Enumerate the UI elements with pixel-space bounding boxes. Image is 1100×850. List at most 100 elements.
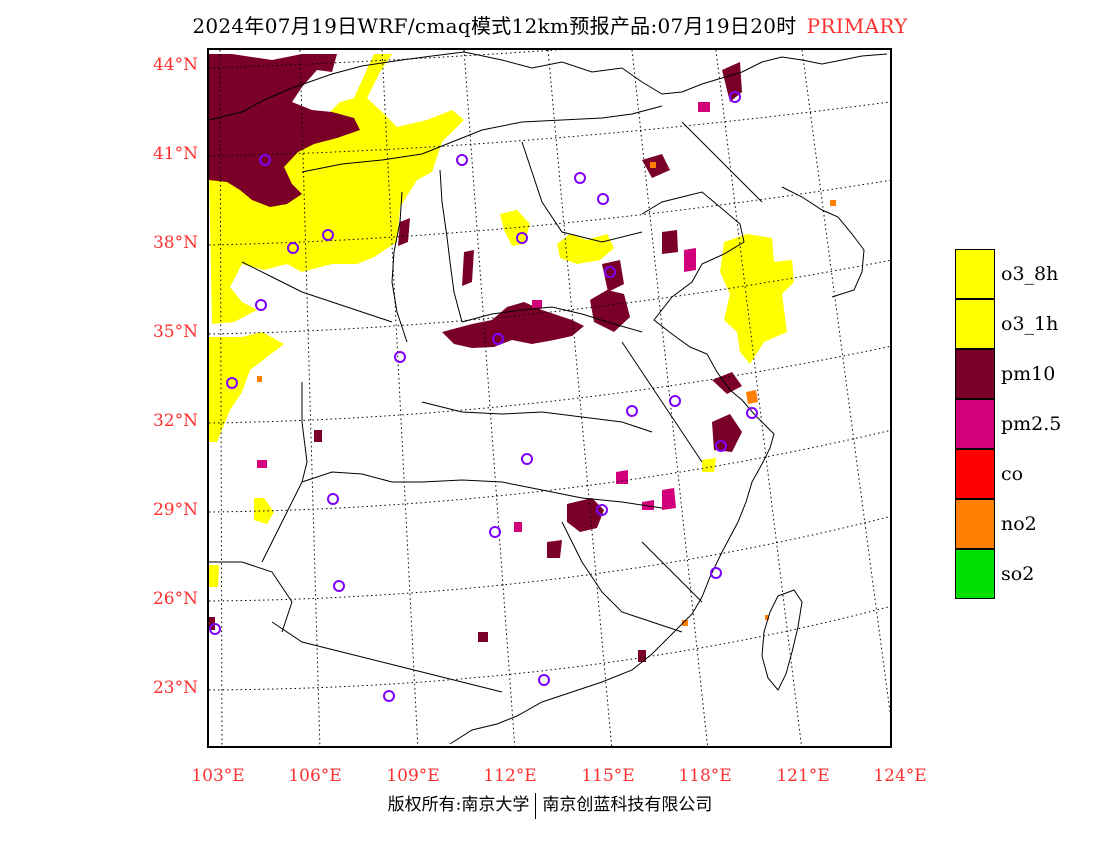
legend-swatch-pm10 — [955, 349, 995, 399]
legend-swatch-no2 — [955, 499, 995, 549]
pm10-area-shanxi — [398, 218, 410, 246]
pm25-area-jiangxi — [642, 500, 654, 510]
o3-area-shandong-east — [720, 234, 794, 364]
no2-area-shanghai — [746, 390, 758, 404]
legend-item-o3-8h: o3_8h — [955, 249, 1095, 299]
northern-border — [209, 51, 888, 121]
station-marker — [715, 440, 727, 452]
parallel-29 — [209, 429, 890, 513]
border-fujian — [641, 541, 703, 603]
legend-item-co: co — [955, 449, 1095, 499]
o3-area-west-south — [209, 565, 219, 587]
parallel-35 — [209, 259, 890, 335]
pm10-area-anhui — [712, 414, 742, 452]
station-marker — [729, 91, 741, 103]
legend-swatch-pm25 — [955, 399, 995, 449]
border-liaoning — [681, 121, 763, 203]
border-hunan — [421, 479, 663, 509]
pm25-areas — [257, 102, 710, 532]
lat-label-29: 29°N — [152, 500, 198, 520]
forecast-map — [209, 50, 890, 746]
legend-item-pm25: pm2.5 — [955, 399, 1095, 449]
station-marker — [492, 333, 504, 345]
legend-label-so2: so2 — [1001, 563, 1035, 585]
parallel-32 — [209, 345, 890, 424]
station-marker — [394, 351, 406, 363]
pm10-area-shanxi-mid — [462, 250, 474, 286]
border-anhui — [621, 341, 703, 463]
border-guangxi — [271, 621, 503, 693]
parallel-44 — [209, 50, 563, 69]
border-yunnan — [209, 561, 293, 633]
station-marker — [574, 172, 586, 184]
station-marker — [259, 154, 271, 166]
pm25-area-hubei — [662, 488, 676, 510]
pm10-area-chongqing — [547, 540, 562, 558]
pm25-area-henan-north — [532, 300, 542, 308]
lat-label-44: 44°N — [152, 55, 198, 75]
station-marker — [669, 395, 681, 407]
no2-areas — [257, 162, 836, 626]
boundaries — [209, 51, 888, 745]
pm25-area-dongbei — [698, 102, 710, 112]
lon-label-121: 121°E — [776, 766, 830, 786]
station-marker — [746, 407, 758, 419]
station-marker — [383, 690, 395, 702]
pm25-area-hebei — [684, 248, 696, 272]
lat-label-38: 38°N — [152, 233, 198, 253]
legend-item-no2: no2 — [955, 499, 1095, 549]
pm25-area-hubei-west — [514, 522, 522, 532]
lat-label-41: 41°N — [152, 144, 198, 164]
station-marker — [456, 154, 468, 166]
lat-label-26: 26°N — [152, 589, 198, 609]
legend-label-pm10: pm10 — [1001, 363, 1056, 385]
o3-area-jiangsu — [702, 458, 716, 472]
station-marker — [604, 266, 616, 278]
lat-label-32: 32°N — [152, 411, 198, 431]
map-title: 2024年07月19日WRF/cmaq模式12km预报产品:07月19日20时 P… — [0, 10, 1100, 39]
border-henan — [461, 306, 643, 333]
border-hubei — [421, 401, 653, 433]
legend-item-so2: so2 — [955, 549, 1095, 599]
pm10-areas — [209, 54, 742, 662]
no2-area-sichuan — [257, 376, 262, 382]
border-inner-mongolia — [301, 105, 663, 173]
legend-label-pm25: pm2.5 — [1001, 413, 1062, 435]
station-marker — [710, 567, 722, 579]
legend-swatch-o3-8h — [955, 249, 995, 299]
border-shanxi — [439, 169, 463, 323]
pm10-area-shandong-west — [590, 290, 630, 332]
station-marker — [597, 193, 609, 205]
station-marker — [489, 526, 501, 538]
footer-company: 南京创蓝科技有限公司 — [542, 795, 713, 815]
o3-area-northwest — [209, 54, 464, 324]
legend-item-pm10: pm10 — [955, 349, 1095, 399]
station-marker — [333, 580, 345, 592]
station-marker — [209, 623, 221, 635]
station-marker — [521, 453, 533, 465]
lon-label-109: 109°E — [386, 766, 440, 786]
parallel-26 — [209, 515, 890, 602]
meridian-121 — [715, 50, 803, 746]
pm10-area-guangdong — [638, 650, 646, 662]
korea-border — [781, 186, 865, 298]
border-shaanxi — [391, 191, 408, 343]
station-marker — [626, 405, 638, 417]
no2-area-korea — [830, 200, 836, 206]
legend-label-o3-8h: o3_8h — [1001, 263, 1059, 285]
parallel-41 — [209, 101, 890, 157]
border-hebei — [521, 141, 643, 243]
footer-copyright: 版权所有:南京大学 — [387, 795, 530, 815]
o3-areas — [209, 54, 794, 587]
legend-swatch-o3-1h — [955, 299, 995, 349]
pm10-area-guangxi — [478, 632, 488, 642]
legend: o3_8h o3_1h pm10 pm2.5 co no2 so2 — [955, 249, 1095, 599]
no2-area-beijing — [650, 162, 656, 168]
station-markers — [209, 91, 758, 702]
lon-label-106: 106°E — [288, 766, 342, 786]
meridian-124 — [801, 50, 890, 716]
lon-label-103: 103°E — [191, 766, 245, 786]
pm10-area-inner-mongolia — [209, 54, 360, 207]
parallel-23 — [209, 606, 890, 691]
meridian-115 — [547, 50, 613, 746]
